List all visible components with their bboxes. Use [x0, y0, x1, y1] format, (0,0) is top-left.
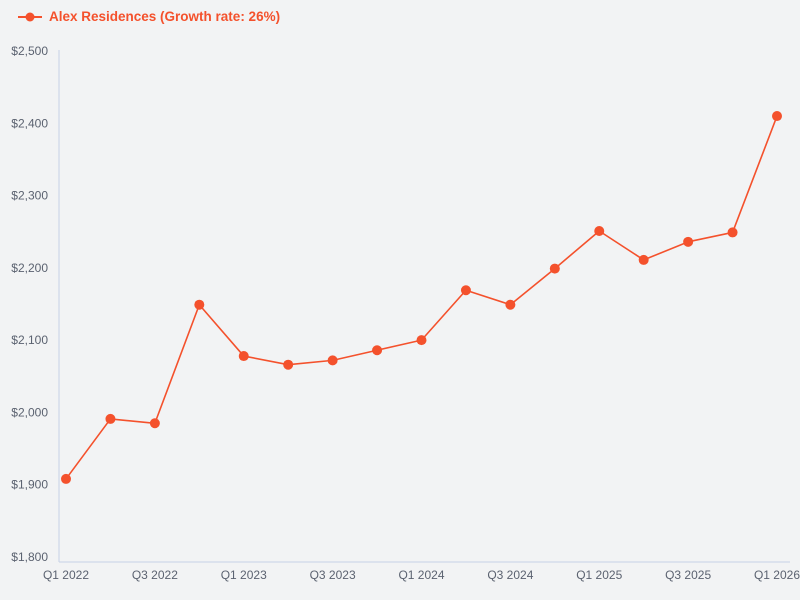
data-point[interactable]	[549, 263, 560, 274]
series-line	[65, 115, 778, 480]
y-axis-label: $2,000	[11, 405, 48, 419]
data-point[interactable]	[683, 236, 694, 247]
x-axis-label: Q1 2026	[754, 568, 800, 582]
line-dot-icon	[18, 11, 42, 23]
data-point[interactable]	[105, 413, 116, 424]
x-axis-label: Q3 2024	[487, 568, 533, 582]
data-point[interactable]	[194, 299, 205, 310]
y-axis-label: $1,900	[11, 478, 48, 492]
data-point[interactable]	[149, 418, 160, 429]
x-axis-label: Q1 2025	[576, 568, 622, 582]
y-axis-label: $2,200	[11, 261, 48, 275]
data-point[interactable]	[238, 351, 249, 362]
legend-item-alex-residences[interactable]: Alex Residences (Growth rate: 26%)	[18, 8, 280, 26]
data-point[interactable]	[283, 359, 294, 370]
legend-label: Alex Residences (Growth rate: 26%)	[49, 9, 281, 24]
x-axis-label: Q3 2023	[310, 568, 356, 582]
x-axis-label: Q1 2024	[398, 568, 444, 582]
x-axis-label: Q3 2025	[665, 568, 711, 582]
data-point[interactable]	[594, 225, 605, 236]
data-point[interactable]	[61, 473, 71, 484]
data-point[interactable]	[372, 345, 383, 356]
data-point[interactable]	[416, 335, 427, 346]
y-axis-label: $2,100	[11, 333, 48, 347]
data-point[interactable]	[505, 299, 516, 310]
data-point[interactable]	[460, 285, 471, 296]
x-axis-label: Q3 2022	[132, 568, 178, 582]
y-axis-label: $2,500	[11, 44, 48, 58]
data-point[interactable]	[638, 254, 649, 265]
data-point[interactable]	[327, 355, 338, 366]
y-axis-label: $2,300	[11, 189, 48, 203]
y-axis-label: $1,800	[11, 550, 48, 564]
x-axis-label: Q1 2022	[43, 568, 89, 582]
data-point[interactable]	[727, 227, 738, 238]
y-axis-label: $2,400	[11, 116, 48, 130]
x-axis-label: Q1 2023	[221, 568, 267, 582]
data-point[interactable]	[772, 111, 782, 122]
